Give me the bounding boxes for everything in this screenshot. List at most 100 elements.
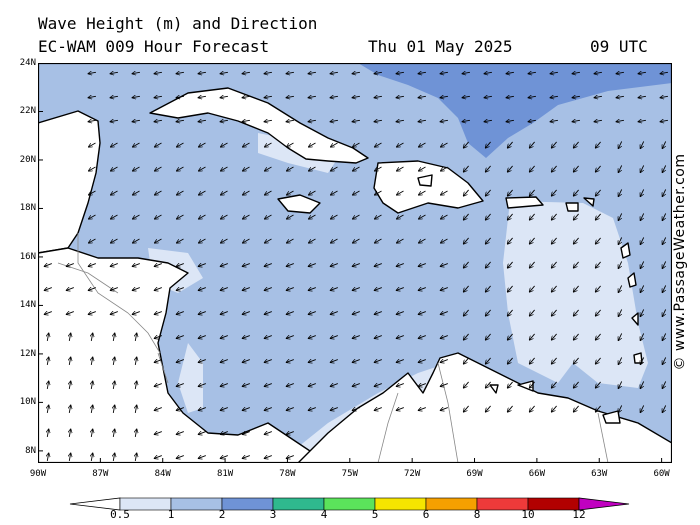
wave-arrow (243, 166, 250, 171)
wave-arrow (47, 357, 48, 365)
wave-arrow (243, 214, 250, 219)
wave-arrow (154, 288, 162, 291)
wave-arrow (199, 166, 206, 171)
wave-arrow (198, 408, 206, 411)
wave-arrow (551, 165, 557, 172)
wave-arrow (113, 333, 114, 341)
sea-05-1m-mosquito (178, 343, 203, 413)
wave-arrow (113, 405, 114, 413)
wave-arrow (154, 456, 162, 459)
wave-arrow (441, 142, 448, 147)
wave-arrow (199, 190, 206, 195)
wave-arrow (265, 190, 272, 195)
lat-tick-label: 12N (19, 348, 36, 359)
wave-arrow (176, 336, 184, 339)
wave-arrow (396, 288, 404, 291)
wave-arrow (47, 333, 48, 341)
wave-arrow (242, 432, 250, 435)
wave-arrow (572, 96, 580, 97)
wave-arrow (330, 312, 338, 315)
wave-arrow (397, 238, 404, 243)
wave-arrow (308, 72, 316, 73)
wave-arrow (595, 189, 601, 196)
wave-arrow (264, 288, 272, 291)
wave-arrow (309, 214, 316, 219)
wave-arrow (640, 405, 645, 412)
wave-arrow (176, 432, 184, 435)
wave-arrow (66, 288, 74, 291)
wave-arrow (91, 429, 92, 437)
wave-arrow (220, 264, 228, 267)
wave-arrow (47, 429, 48, 437)
wave-arrow (242, 408, 250, 411)
wave-arrow (463, 285, 469, 292)
wave-arrow (528, 96, 536, 97)
wave-arrow (154, 336, 162, 339)
wave-arrow (573, 237, 579, 244)
wave-arrow (88, 288, 96, 291)
lat-tick-label: 8N (25, 445, 36, 456)
wave-arrow (463, 405, 469, 412)
wave-arrow (154, 96, 162, 97)
wave-arrow (286, 384, 294, 387)
wave-arrow (66, 312, 74, 315)
wave-arrow (507, 261, 513, 268)
wave-arrow (242, 288, 250, 291)
wave-arrow (154, 120, 162, 121)
wave-arrow (529, 333, 535, 340)
wave-arrow (286, 264, 294, 267)
wave-arrow (287, 190, 294, 195)
wave-arrow (418, 384, 426, 387)
wave-arrow (440, 72, 448, 73)
wave-arrow (440, 120, 448, 121)
wave-arrow (111, 214, 118, 219)
wave-arrow (640, 237, 645, 244)
wave-arrow (573, 405, 579, 412)
wave-arrow (44, 288, 52, 291)
wave-arrow (286, 360, 294, 363)
wave-arrow (243, 190, 250, 195)
wave-arrow (69, 429, 70, 437)
lon-tick-label: 75W (341, 469, 358, 479)
wave-arrow (89, 142, 96, 147)
lon-tick-label: 84W (154, 469, 171, 479)
wave-arrow (662, 165, 667, 172)
wave-arrow (463, 333, 469, 340)
wave-arrow (264, 312, 272, 315)
wave-arrow (462, 120, 470, 121)
wave-arrow (221, 190, 228, 195)
wave-arrow (69, 405, 70, 413)
wave-arrow (264, 360, 272, 363)
colorbar-tick-label: 6 (422, 508, 430, 521)
wave-arrow (616, 72, 624, 73)
wave-arrow (331, 142, 338, 147)
wave-arrow (397, 142, 404, 147)
wave-arrow (110, 72, 118, 73)
wave-arrow (396, 384, 404, 387)
forecast-date: Thu 01 May 2025 (368, 37, 513, 56)
lon-tick-label: 90W (29, 469, 47, 479)
wave-arrow (132, 120, 140, 121)
wave-arrow (308, 336, 316, 339)
wave-arrow (529, 405, 535, 412)
wave-arrow (353, 166, 360, 171)
wave-arrow (374, 336, 382, 339)
wave-arrow (463, 309, 469, 316)
wave-arrow (264, 432, 272, 435)
wave-arrow (595, 309, 601, 316)
wave-arrow (660, 120, 668, 121)
wave-arrow (242, 360, 250, 363)
wave-arrow (111, 190, 118, 195)
wave-arrow (242, 456, 250, 459)
wave-arrow (155, 238, 162, 243)
wave-arrow (418, 120, 426, 121)
wave-arrow (308, 120, 316, 121)
wave-arrow (66, 264, 74, 267)
wave-arrow (374, 264, 382, 267)
wave-arrow (640, 333, 645, 340)
wave-arrow (221, 214, 228, 219)
wave-arrow (265, 214, 272, 219)
colorbar-tick-label: 5 (371, 508, 379, 521)
lon-tick-label: 60W (653, 469, 670, 479)
wave-arrow (113, 357, 114, 365)
